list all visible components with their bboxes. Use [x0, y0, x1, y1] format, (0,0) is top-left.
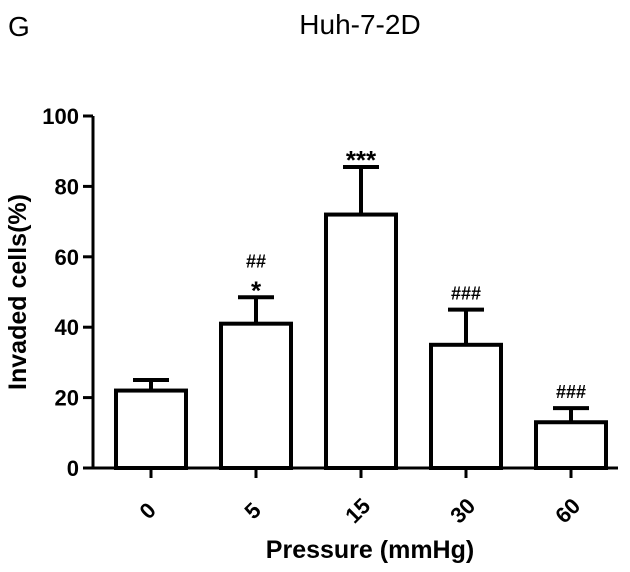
bar — [114, 388, 188, 470]
y-tick-label: 20 — [55, 386, 79, 411]
y-tick-label: 100 — [42, 104, 79, 129]
bar — [219, 321, 293, 470]
y-tick-label: 40 — [55, 315, 79, 340]
bar — [324, 212, 398, 470]
bar — [429, 342, 503, 470]
y-tick-label: 60 — [55, 245, 79, 270]
y-axis-label: Invaded cells(%) — [4, 194, 32, 390]
significance-annotation: ### — [556, 382, 586, 402]
bar — [534, 420, 608, 470]
panel-label: G — [8, 11, 30, 42]
significance-annotation: ### — [451, 284, 481, 304]
x-axis-label: Pressure (mmHg) — [266, 536, 474, 564]
y-tick-label: 0 — [67, 456, 79, 481]
x-tick-label: 60 — [550, 493, 585, 528]
y-tick-label: 80 — [55, 174, 79, 199]
x-tick-label: 30 — [445, 493, 480, 528]
x-tick-label: 5 — [240, 498, 266, 524]
x-tick-label: 0 — [135, 498, 161, 524]
plot-area: 0 20 40 60 80 100 0 5 ## * 15 *** 30 ### 60 ### — [42, 104, 618, 528]
chart-title: Huh-7-2D — [299, 9, 420, 40]
x-tick-label: 15 — [340, 493, 375, 528]
significance-annotation: *** — [346, 145, 377, 175]
significance-annotation: ## — [246, 251, 266, 271]
significance-annotation: * — [251, 275, 262, 305]
